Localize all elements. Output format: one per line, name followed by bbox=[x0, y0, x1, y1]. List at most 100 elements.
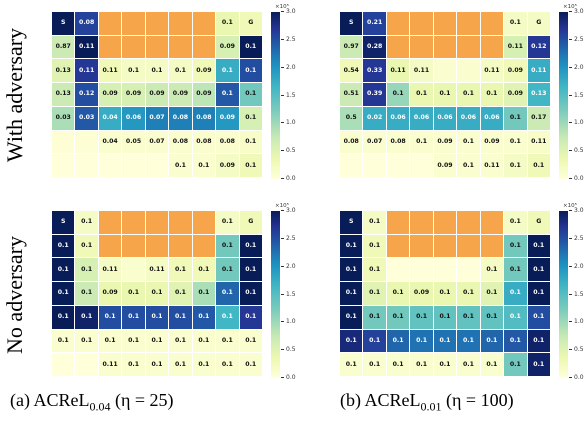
heatmap-cell: 0.1 bbox=[216, 258, 239, 282]
colorbar-a-no-adversary-exponent: ×10⁵ bbox=[275, 203, 289, 209]
heatmap-cell bbox=[98, 234, 122, 258]
colorbar-a-with-adversary-tick: 0.5 bbox=[281, 147, 296, 154]
heatmap-cell: 0.07 bbox=[145, 106, 169, 130]
row-label-with-adversary: With adversary bbox=[0, 10, 30, 180]
colorbar-b-no-adversary-tick: 2.5 bbox=[569, 235, 584, 242]
heatmap-cell: 0.09 bbox=[504, 83, 527, 106]
heatmap-cell bbox=[410, 258, 433, 282]
row-label-no-adversary-text: No adversary bbox=[2, 236, 27, 354]
heatmap-cell: 0.11 bbox=[75, 59, 98, 83]
heatmap-cell bbox=[192, 234, 216, 258]
colorbar-a-no-adversary-tick: 2.5 bbox=[281, 235, 296, 242]
heatmap-cell: 0.1 bbox=[480, 305, 504, 329]
heatmap-cell: 0.09 bbox=[98, 282, 122, 305]
heatmap-cell: 0.11 bbox=[145, 258, 169, 282]
heatmap-b-with-adversary: S 0.21 0.1 G 0.97 0.28 0.11 0.12 0.54 0.33 0.11 0.1… bbox=[340, 12, 550, 177]
heatmap-a-with-adversary: S 0.08 0.1 G 0.87 0.11 0.09 0.1 0.13 0.11 0.11 0.1 0… bbox=[52, 12, 262, 177]
heatmap-cell: 0.1 bbox=[480, 329, 504, 353]
heatmap-cell: 0.11 bbox=[527, 59, 550, 83]
heatmap-cell: 0.08 bbox=[169, 106, 192, 130]
heatmap-cell: 0.1 bbox=[75, 258, 98, 282]
heatmap-cell: 0.1 bbox=[410, 130, 433, 154]
heatmap-cell bbox=[433, 35, 457, 59]
heatmap-cell bbox=[433, 234, 457, 258]
heatmap-cell bbox=[145, 35, 169, 59]
heatmap-cell bbox=[386, 258, 410, 282]
heatmap-cell: 0.1 bbox=[169, 353, 192, 376]
heatmap-cell: 0.1 bbox=[122, 353, 145, 376]
heatmap-cell: S bbox=[52, 12, 75, 35]
colorbar-a-no-adversary-tick: 1.0 bbox=[281, 318, 296, 325]
heatmap-cell: 0.1 bbox=[98, 305, 122, 329]
caption-a-param: (η = 25) bbox=[115, 390, 174, 410]
heatmap-cell: 0.1 bbox=[169, 154, 192, 177]
heatmap-cell bbox=[122, 35, 145, 59]
heatmap-cell: 0.11 bbox=[75, 35, 98, 59]
heatmap-cell: 0.08 bbox=[192, 130, 216, 154]
heatmap-cell: 0.09 bbox=[433, 130, 457, 154]
heatmap-cell bbox=[122, 154, 145, 177]
heatmap-cell bbox=[145, 234, 169, 258]
heatmap-cell: 0.1 bbox=[239, 353, 262, 376]
heatmap-cell bbox=[169, 211, 192, 234]
heatmap-cell: G bbox=[239, 211, 262, 234]
heatmap-cell bbox=[122, 258, 145, 282]
heatmap-cell: 0.09 bbox=[192, 83, 216, 106]
heatmap-cell bbox=[145, 211, 169, 234]
heatmap-cell: 0.08 bbox=[340, 130, 363, 154]
heatmap-cell: 0.1 bbox=[457, 154, 480, 177]
heatmap-cell: 0.1 bbox=[410, 329, 433, 353]
heatmap-cell bbox=[457, 59, 480, 83]
colorbar-a-no-adversary-tick: 1.5 bbox=[281, 291, 296, 298]
heatmap-cell: 0.1 bbox=[75, 211, 98, 234]
heatmap-cell: 0.1 bbox=[386, 305, 410, 329]
colorbar-b-with-adversary-tick: 0.0 bbox=[569, 175, 584, 182]
heatmap-cell bbox=[98, 12, 122, 35]
heatmap-cell bbox=[98, 35, 122, 59]
heatmap-cell: 0.1 bbox=[169, 258, 192, 282]
heatmap-cell bbox=[52, 353, 75, 376]
heatmap-cell bbox=[410, 35, 433, 59]
heatmap-cell: 0.1 bbox=[363, 258, 386, 282]
colorbar-b-no-adversary-exponent: ×10⁵ bbox=[563, 203, 577, 209]
heatmap-cell: 0.02 bbox=[363, 106, 386, 130]
heatmap-cell: 0.1 bbox=[145, 329, 169, 353]
heatmap-cell: 0.1 bbox=[527, 258, 550, 282]
heatmap-cell: 0.1 bbox=[480, 258, 504, 282]
heatmap-cell: 0.1 bbox=[457, 130, 480, 154]
heatmap-cell: 0.1 bbox=[122, 282, 145, 305]
heatmap-cell: 0.1 bbox=[457, 305, 480, 329]
heatmap-cell: 0.1 bbox=[504, 258, 527, 282]
heatmap-cell: 0.1 bbox=[410, 305, 433, 329]
heatmap-cell: 0.1 bbox=[52, 329, 75, 353]
heatmap-cell: 0.1 bbox=[433, 282, 457, 305]
colorbar-a-no-adversary-gradient bbox=[271, 211, 280, 378]
heatmap-cell: S bbox=[340, 211, 363, 234]
heatmap-cell bbox=[52, 130, 75, 154]
heatmap-cell: 0.1 bbox=[216, 282, 239, 305]
colorbar-b-no-adversary-tick: 2.0 bbox=[569, 263, 584, 270]
heatmap-cell bbox=[386, 12, 410, 35]
heatmap-cell: 0.09 bbox=[98, 83, 122, 106]
heatmap-cell bbox=[98, 154, 122, 177]
heatmap-cell: 0.1 bbox=[340, 305, 363, 329]
heatmap-cell: 0.1 bbox=[239, 130, 262, 154]
heatmap-cell: 0.03 bbox=[75, 106, 98, 130]
heatmap-cell bbox=[457, 258, 480, 282]
heatmap-cell: 0.13 bbox=[52, 83, 75, 106]
heatmap-cell: 0.1 bbox=[122, 329, 145, 353]
heatmap-cell: 0.1 bbox=[216, 211, 239, 234]
heatmap-cell bbox=[386, 154, 410, 177]
heatmap-cell: 0.1 bbox=[527, 353, 550, 376]
heatmap-cell: 0.11 bbox=[504, 35, 527, 59]
heatmap-cell bbox=[98, 211, 122, 234]
heatmap-cell bbox=[145, 154, 169, 177]
heatmap-cell: 0.1 bbox=[52, 234, 75, 258]
heatmap-cell: 0.1 bbox=[340, 282, 363, 305]
heatmap-cell: 0.11 bbox=[410, 59, 433, 83]
heatmap-cell: 0.1 bbox=[145, 305, 169, 329]
heatmap-cell: 0.1 bbox=[433, 329, 457, 353]
heatmap-cell: 0.09 bbox=[169, 83, 192, 106]
heatmap-cell: 0.1 bbox=[363, 282, 386, 305]
caption-b-sub: 0.01 bbox=[420, 399, 442, 414]
